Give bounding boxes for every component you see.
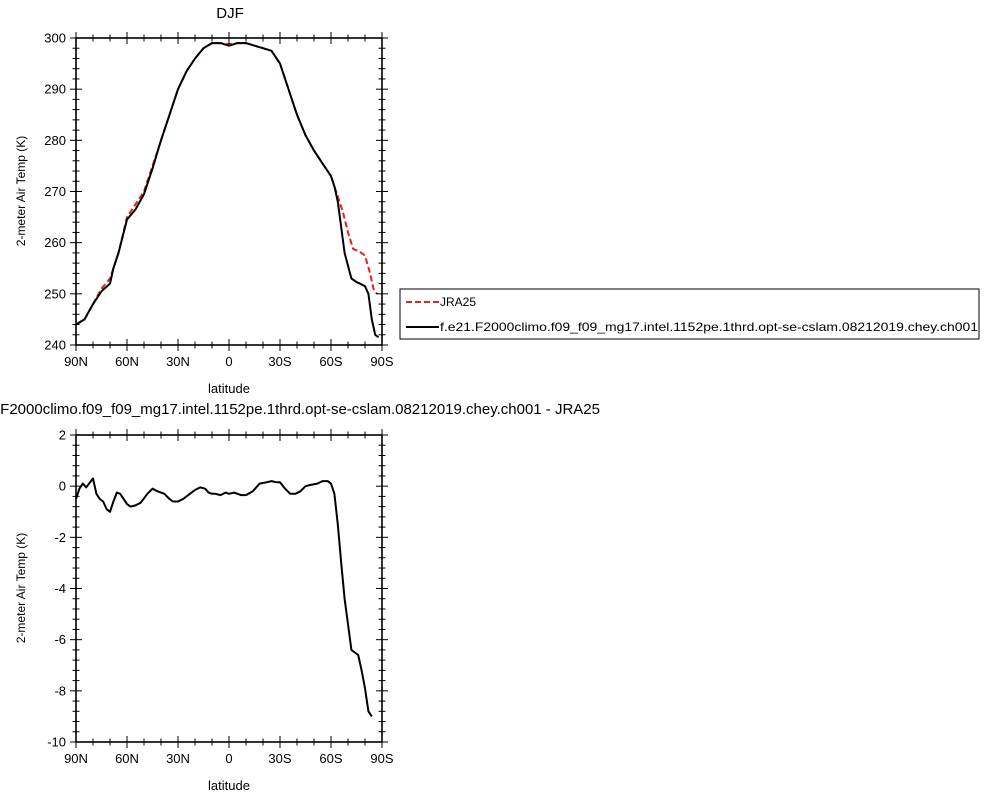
top-chart-title: DJF xyxy=(216,5,244,22)
legend-label-model: f.e21.F2000climo.f09_f09_mg17.intel.1152… xyxy=(440,320,978,334)
top-y-tick-label: 270 xyxy=(44,184,66,199)
top-chart-ticks: 90N 60N 30N 0 30S 60S 90S 240 250 260 270 280 290 300 xyxy=(44,31,394,370)
bottom-y-tick-label: 2 xyxy=(59,428,66,443)
bottom-chart-ticks: 90N 60N 30N 0 30S 60S 90S -10 -8 -6 -4 -2 0 2 xyxy=(47,428,394,767)
top-y-tick-label: 290 xyxy=(44,82,66,97)
bottom-panel: f.e21.F2000climo.f09_f09_mg17.intel.1152… xyxy=(0,401,600,793)
top-y-tick-label: 260 xyxy=(44,235,66,250)
top-y-tick-label: 280 xyxy=(44,133,66,148)
bottom-series-line-0 xyxy=(75,477,373,717)
legend: JRA25 f.e21.F2000climo.f09_f09_mg17.inte… xyxy=(399,288,980,340)
top-series-line-0 xyxy=(75,42,378,326)
top-x-tick-label: 60N xyxy=(115,354,139,369)
top-chart-y-axis-label: 2-meter Air Temp (K) xyxy=(14,136,28,246)
bottom-y-tick-label: 0 xyxy=(59,479,66,494)
bottom-y-tick-label: -6 xyxy=(54,632,66,647)
bottom-chart-frame xyxy=(75,434,383,743)
bottom-x-tick-label: 90N xyxy=(64,751,88,766)
top-x-tick-label: 30N xyxy=(166,354,190,369)
bottom-chart-lines xyxy=(75,477,373,717)
bottom-y-tick-label: -4 xyxy=(54,581,66,596)
bottom-x-tick-label: 60S xyxy=(319,751,342,766)
top-y-tick-label: 300 xyxy=(44,31,66,46)
top-x-tick-label: 30S xyxy=(268,354,291,369)
bottom-y-tick-label: -8 xyxy=(54,683,66,698)
top-x-tick-label: 90S xyxy=(370,354,393,369)
top-x-tick-label: 90N xyxy=(64,354,88,369)
bottom-x-tick-label: 0 xyxy=(225,751,232,766)
bottom-y-tick-label: -10 xyxy=(47,735,66,750)
top-panel: DJF 90N 60N 30N 0 30S 60S 90S 240 250 260 270 280 29… xyxy=(14,5,980,396)
top-x-tick-label: 60S xyxy=(319,354,342,369)
bottom-x-tick-label: 30S xyxy=(268,751,291,766)
top-y-tick-label: 250 xyxy=(44,286,66,301)
legend-label-jra25: JRA25 xyxy=(440,295,476,309)
bottom-chart-title: f.e21.F2000climo.f09_f09_mg17.intel.1152… xyxy=(0,401,600,418)
top-y-tick-label: 240 xyxy=(44,338,66,353)
top-chart-lines xyxy=(75,42,380,339)
bottom-x-tick-label: 60N xyxy=(115,751,139,766)
bottom-y-tick-label: -2 xyxy=(54,530,66,545)
bottom-x-tick-label: 90S xyxy=(370,751,393,766)
top-series-line-1 xyxy=(75,42,380,339)
bottom-x-tick-label: 30N xyxy=(166,751,190,766)
top-chart-x-axis-label: latitude xyxy=(208,381,250,396)
top-x-tick-label: 0 xyxy=(225,354,232,369)
bottom-chart-x-axis-label: latitude xyxy=(208,778,250,793)
legend-box xyxy=(399,288,980,340)
bottom-chart-y-axis-label: 2-meter Air Temp (K) xyxy=(14,533,28,643)
